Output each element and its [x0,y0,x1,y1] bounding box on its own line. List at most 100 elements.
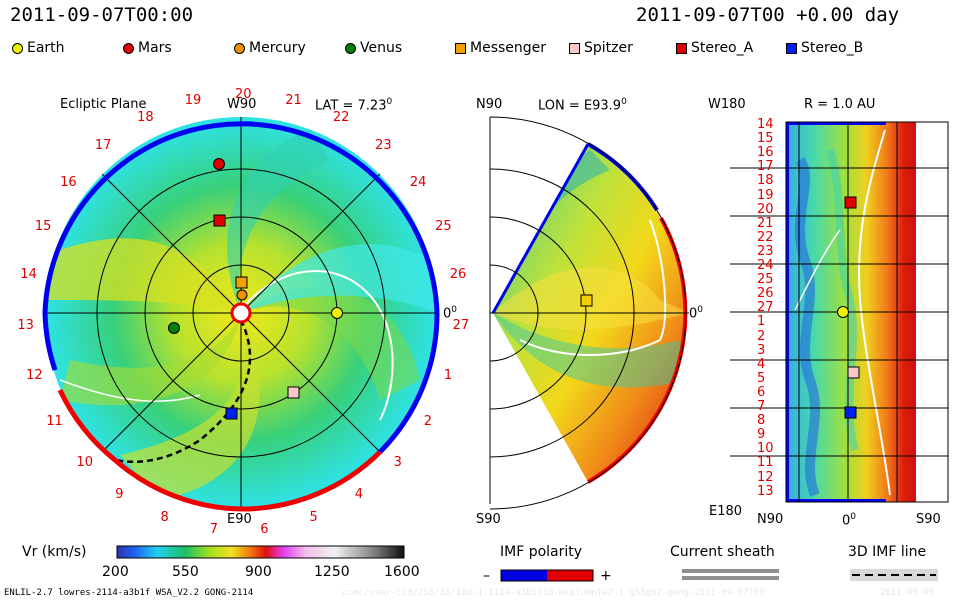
current-sheath-swatch-2 [682,576,779,580]
legend-item-spitzer: Spitzer [569,40,633,56]
legend-item-mars: Mars [123,40,172,56]
ecliptic-title: Ecliptic Plane [60,97,147,112]
synoptic-row-label: 25 [757,272,774,288]
colorbar-tick-label: 200 [102,564,129,580]
synoptic-bottom-left: E180 [709,504,743,519]
synoptic-x-label-n90: N90 [757,512,784,527]
ecliptic-lat-degree: 0 [386,97,393,107]
sector-label: 6 [260,521,269,537]
current-sheath-swatch-1 [682,569,779,573]
synoptic-row-label: 4 [757,356,766,372]
ecliptic-polarity-ring-top [88,121,440,314]
colorbar-tick-label: 1600 [384,564,420,580]
synoptic-row-label: 10 [757,441,774,457]
imf-plus-sign: + [600,568,612,584]
earth-marker [331,307,343,319]
ecliptic-right-label: 00 [443,305,458,321]
timestamp-left: 2011-09-07T00:00 [10,4,194,26]
sector-label: 2 [423,414,433,429]
synoptic-row-label: 1 [757,314,766,330]
spitzer-marker [287,386,300,399]
synoptic-top-left: W180 [708,97,746,112]
sector-label: 18 [137,110,154,126]
synoptic-row-label: 7 [757,399,766,414]
synoptic-row-label: 15 [757,131,774,147]
synoptic-r-label: R = 1.0 AU [804,97,876,112]
circle-marker-icon [12,42,23,54]
venus-marker [168,322,180,334]
run-date: 2011-09-06 [880,588,935,598]
imf-polarity-title: IMF polarity [500,544,583,560]
legend-item-venus: Venus [345,40,402,56]
velocity-colorbar [116,545,405,559]
sector-label: 15 [34,218,52,234]
colorbar-tick-label: 550 [172,564,199,580]
synoptic-row-label: 9 [757,427,766,443]
synoptic-current-sheath [858,129,891,496]
sector-label: 22 [332,110,350,126]
messenger-marker [235,276,248,289]
synoptic-row-label: 26 [757,286,774,302]
synoptic-spitzer-marker [847,366,860,379]
meridional-right-degree: 0 [697,305,704,315]
sector-label: 16 [60,174,77,190]
synoptic-row-label: 23 [757,243,774,259]
circle-marker-icon [345,42,356,54]
synoptic-row-label: 2 [757,328,766,344]
ecliptic-top-label: W90 [227,97,257,112]
imf-3d-title: 3D IMF line [848,544,927,560]
sector-label: 9 [115,487,124,503]
colorbar-tick-label: 1250 [314,564,350,580]
current-sheath-title: Current sheath [670,544,775,560]
square-marker-icon [569,42,580,54]
model-info: ENLIL-2.7 lowres-2114-a3b1f WSA_V2.2 GON… [4,588,254,598]
sector-label: 25 [435,218,452,234]
colorbar-tick-label: 900 [245,564,272,580]
sector-label: 23 [375,138,392,153]
synoptic-stereo-a-marker [844,196,857,209]
legend-item-messenger: Messenger [455,40,546,56]
sector-label: 7 [209,521,218,537]
circle-marker-icon [234,42,245,54]
synoptic-x-label-0-value: 0 [842,513,851,529]
sun-icon [230,302,252,324]
synoptic-row-label: 12 [757,469,774,485]
ecliptic-plane-panel [42,117,440,512]
meridional-grid [489,116,689,510]
synoptic-row-label: 21 [757,215,774,231]
meridional-lon-value: LON = E93.9 [538,98,622,114]
synoptic-x-label-s90: S90 [916,512,941,527]
synoptic-row-label: 17 [757,159,774,175]
synoptic-earth-marker [837,306,849,318]
sector-label: 11 [46,414,63,429]
synoptic-row-label: 24 [757,258,774,273]
meridional-right-value: 0 [689,306,698,322]
ecliptic-spiral-streams [45,130,437,500]
run-id: ccmc/vsmr-cid/258/30/10d-1.1114-a3b1f16-… [342,588,765,598]
ecliptic-lat-label: LAT = 7.230 [315,97,393,113]
timestamp-right: 2011-09-07T00 +0.00 day [636,4,900,26]
mars-marker [213,158,225,170]
synoptic-x-label-0-degree: 0 [850,512,857,522]
sector-label: 17 [94,138,112,153]
meridional-bottom-left: S90 [476,512,501,527]
ecliptic-right-degree: 0 [451,305,458,315]
legend-label: Mars [138,40,172,56]
meridional-lon-degree: 0 [621,97,627,107]
legend-label: Venus [360,40,403,56]
meridional-earth-marker [580,294,593,307]
synoptic-stereo-b-marker [844,406,857,419]
imf-negative-swatch [501,570,547,581]
sector-label: 14 [20,267,37,283]
imf-minus-sign: – [483,568,490,584]
legend-item-stereo-a: Stereo_A [676,40,753,56]
legend-label: Stereo_A [691,40,754,56]
synoptic-row-label: 16 [757,145,774,161]
synoptic-row-label: 18 [757,173,774,189]
sector-label: 24 [409,174,427,190]
sector-label: 21 [285,92,302,108]
sector-label: 4 [354,487,364,503]
legend-label: Stereo_B [801,40,864,56]
sector-label: 12 [26,367,43,383]
sector-label: 13 [17,317,34,333]
